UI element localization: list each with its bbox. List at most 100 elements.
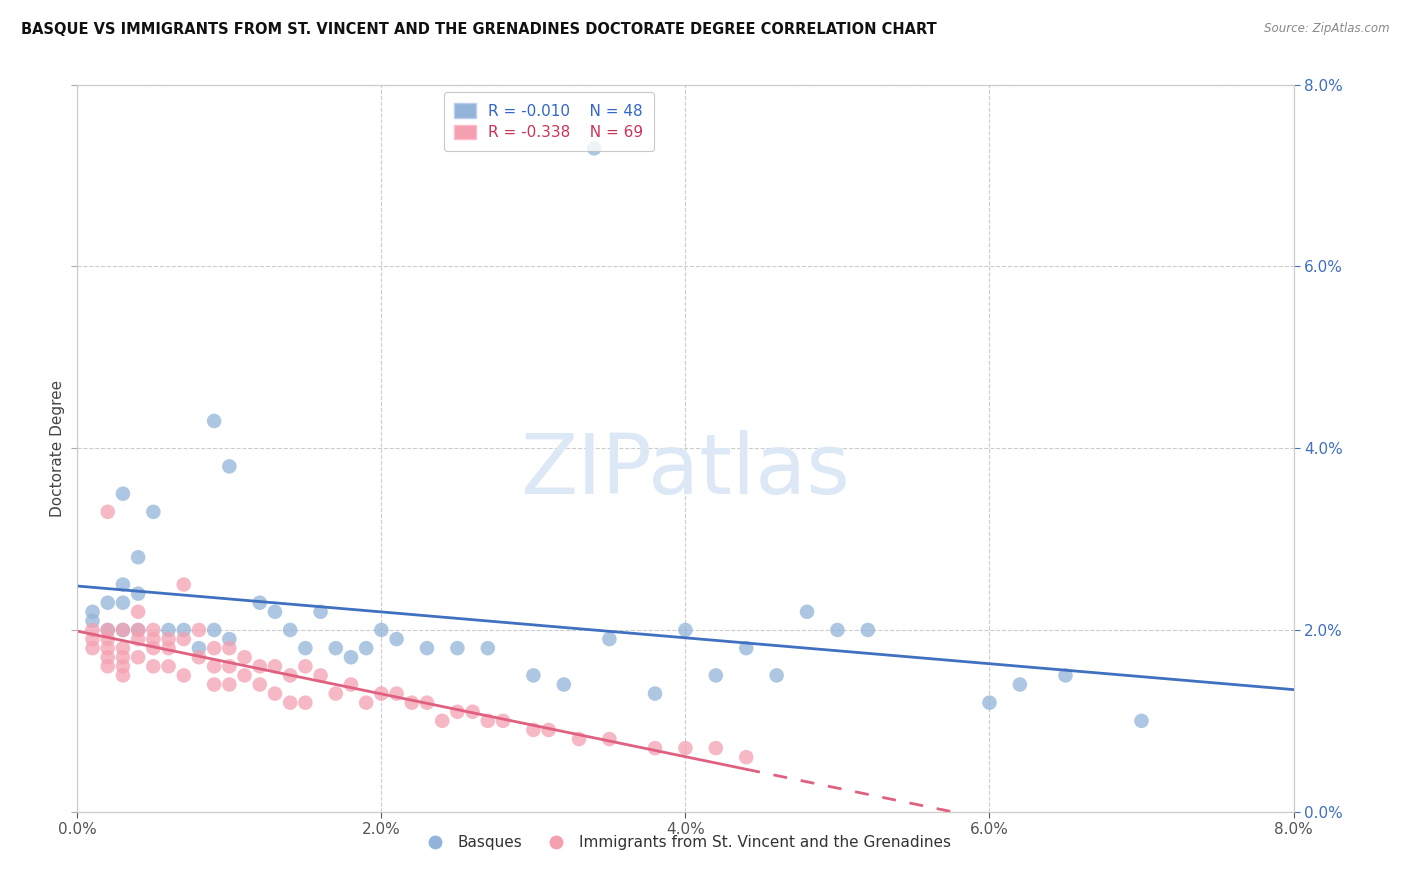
Point bbox=[856, 623, 879, 637]
Point bbox=[278, 696, 301, 710]
Point bbox=[173, 668, 195, 682]
Point bbox=[735, 641, 758, 656]
Point bbox=[202, 623, 225, 637]
Point bbox=[127, 650, 149, 665]
Point bbox=[111, 641, 134, 656]
Point bbox=[218, 459, 240, 474]
Point bbox=[598, 731, 620, 746]
Point bbox=[173, 623, 195, 637]
Point bbox=[446, 641, 468, 656]
Point bbox=[309, 668, 332, 682]
Point bbox=[157, 659, 180, 673]
Point bbox=[82, 632, 104, 646]
Point bbox=[432, 714, 454, 728]
Point bbox=[97, 623, 120, 637]
Point bbox=[1054, 668, 1077, 682]
Point bbox=[249, 677, 271, 691]
Point bbox=[264, 659, 287, 673]
Point bbox=[354, 696, 377, 710]
Point bbox=[202, 414, 225, 428]
Point bbox=[97, 505, 120, 519]
Point bbox=[325, 687, 347, 701]
Point bbox=[644, 687, 666, 701]
Text: ZIPatlas: ZIPatlas bbox=[520, 430, 851, 510]
Point bbox=[111, 596, 134, 610]
Point bbox=[82, 605, 104, 619]
Point bbox=[553, 677, 575, 691]
Point bbox=[416, 696, 439, 710]
Point bbox=[294, 641, 316, 656]
Point bbox=[97, 632, 120, 646]
Point bbox=[127, 623, 149, 637]
Point bbox=[142, 623, 165, 637]
Point bbox=[385, 687, 408, 701]
Point bbox=[735, 750, 758, 764]
Point bbox=[142, 659, 165, 673]
Point bbox=[796, 605, 818, 619]
Point bbox=[111, 577, 134, 591]
Point bbox=[142, 505, 165, 519]
Point bbox=[82, 614, 104, 628]
Point bbox=[82, 641, 104, 656]
Point bbox=[537, 723, 560, 737]
Point bbox=[765, 668, 787, 682]
Point bbox=[278, 623, 301, 637]
Point bbox=[704, 668, 727, 682]
Point bbox=[477, 714, 499, 728]
Point bbox=[82, 623, 104, 637]
Point bbox=[188, 641, 211, 656]
Point bbox=[111, 668, 134, 682]
Point bbox=[157, 632, 180, 646]
Point bbox=[157, 641, 180, 656]
Point bbox=[202, 641, 225, 656]
Point bbox=[97, 650, 120, 665]
Point bbox=[173, 632, 195, 646]
Point bbox=[278, 668, 301, 682]
Point bbox=[218, 677, 240, 691]
Point bbox=[127, 587, 149, 601]
Point bbox=[1008, 677, 1031, 691]
Point bbox=[97, 659, 120, 673]
Point bbox=[127, 605, 149, 619]
Point bbox=[188, 623, 211, 637]
Point bbox=[127, 550, 149, 565]
Point bbox=[416, 641, 439, 656]
Point bbox=[598, 632, 620, 646]
Text: BASQUE VS IMMIGRANTS FROM ST. VINCENT AND THE GRENADINES DOCTORATE DEGREE CORREL: BASQUE VS IMMIGRANTS FROM ST. VINCENT AN… bbox=[21, 22, 936, 37]
Point bbox=[401, 696, 423, 710]
Point bbox=[385, 632, 408, 646]
Point bbox=[97, 641, 120, 656]
Point bbox=[173, 577, 195, 591]
Point bbox=[111, 486, 134, 500]
Point bbox=[675, 741, 697, 756]
Point bbox=[370, 623, 392, 637]
Point bbox=[340, 650, 363, 665]
Point bbox=[370, 687, 392, 701]
Point bbox=[111, 650, 134, 665]
Y-axis label: Doctorate Degree: Doctorate Degree bbox=[49, 380, 65, 516]
Point bbox=[233, 650, 256, 665]
Point bbox=[97, 596, 120, 610]
Point bbox=[477, 641, 499, 656]
Point bbox=[111, 659, 134, 673]
Point bbox=[1130, 714, 1153, 728]
Point bbox=[218, 632, 240, 646]
Point bbox=[979, 696, 1001, 710]
Point bbox=[675, 623, 697, 637]
Point bbox=[583, 141, 606, 155]
Point bbox=[522, 668, 544, 682]
Point bbox=[202, 659, 225, 673]
Point bbox=[127, 623, 149, 637]
Point bbox=[522, 723, 544, 737]
Point bbox=[294, 659, 316, 673]
Point bbox=[264, 605, 287, 619]
Point bbox=[202, 677, 225, 691]
Point bbox=[249, 659, 271, 673]
Point bbox=[188, 650, 211, 665]
Point bbox=[157, 623, 180, 637]
Point bbox=[218, 641, 240, 656]
Point bbox=[492, 714, 515, 728]
Point bbox=[309, 605, 332, 619]
Point bbox=[111, 623, 134, 637]
Point bbox=[264, 687, 287, 701]
